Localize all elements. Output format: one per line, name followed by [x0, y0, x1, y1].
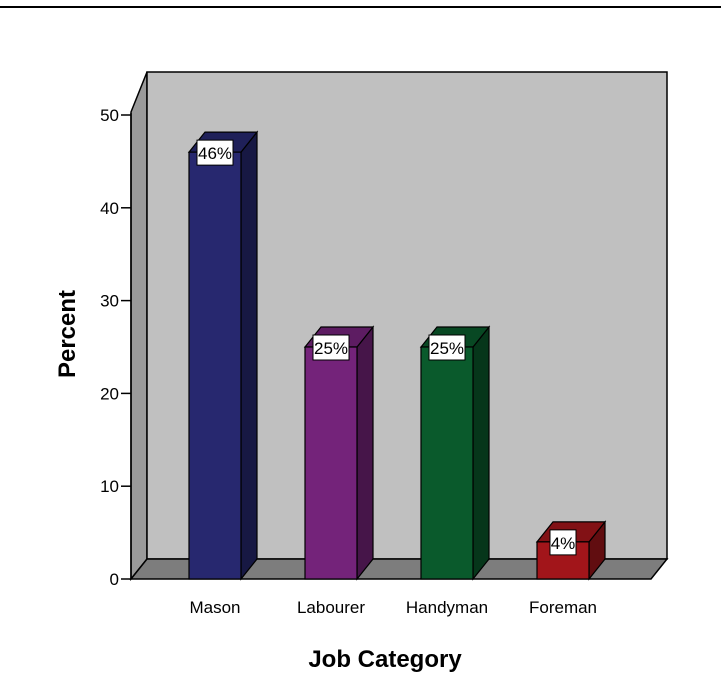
bar-side — [472, 325, 490, 581]
data-label: 46% — [198, 144, 232, 163]
y-tick-label: 40 — [100, 199, 119, 218]
y-tick-label: 20 — [100, 384, 119, 403]
y-tick-label: 30 — [100, 292, 119, 311]
data-label-box — [549, 529, 577, 556]
data-label-box — [312, 334, 350, 361]
data-label-box — [196, 139, 234, 166]
bar-front — [536, 541, 590, 580]
x-tick-label: Foreman — [529, 598, 597, 617]
bar-front — [304, 346, 358, 580]
x-tick-label: Labourer — [297, 598, 365, 617]
y-axis: 0 10 20 30 40 50 — [100, 106, 132, 589]
data-label-box — [428, 334, 466, 361]
data-label: 25% — [430, 339, 464, 358]
bars: 46% 25% 25% 4% — [187, 130, 607, 581]
data-label: 4% — [551, 534, 576, 553]
bar-side — [240, 130, 258, 581]
y-tick-label: 10 — [100, 477, 119, 496]
y-tick-label: 50 — [100, 106, 119, 125]
data-label: 25% — [314, 339, 348, 358]
bar-side — [356, 325, 374, 581]
bar-mason: 46% — [187, 130, 259, 581]
bar-foreman: 4% — [535, 520, 607, 581]
y-axis-title: Percent — [54, 290, 81, 378]
x-tick-label: Mason — [189, 598, 240, 617]
x-axis: Mason Labourer Handyman Foreman — [189, 598, 597, 617]
x-tick-label: Handyman — [406, 598, 488, 617]
bar-labourer: 25% — [303, 325, 375, 581]
plot-floor — [129, 558, 669, 580]
bar-handyman: 25% — [419, 325, 491, 581]
plot-side-wall — [130, 71, 148, 582]
bar-front — [188, 151, 242, 580]
x-axis-title: Job Category — [308, 646, 462, 673]
y-tick-label: 0 — [110, 570, 119, 589]
bar-front — [420, 346, 474, 580]
